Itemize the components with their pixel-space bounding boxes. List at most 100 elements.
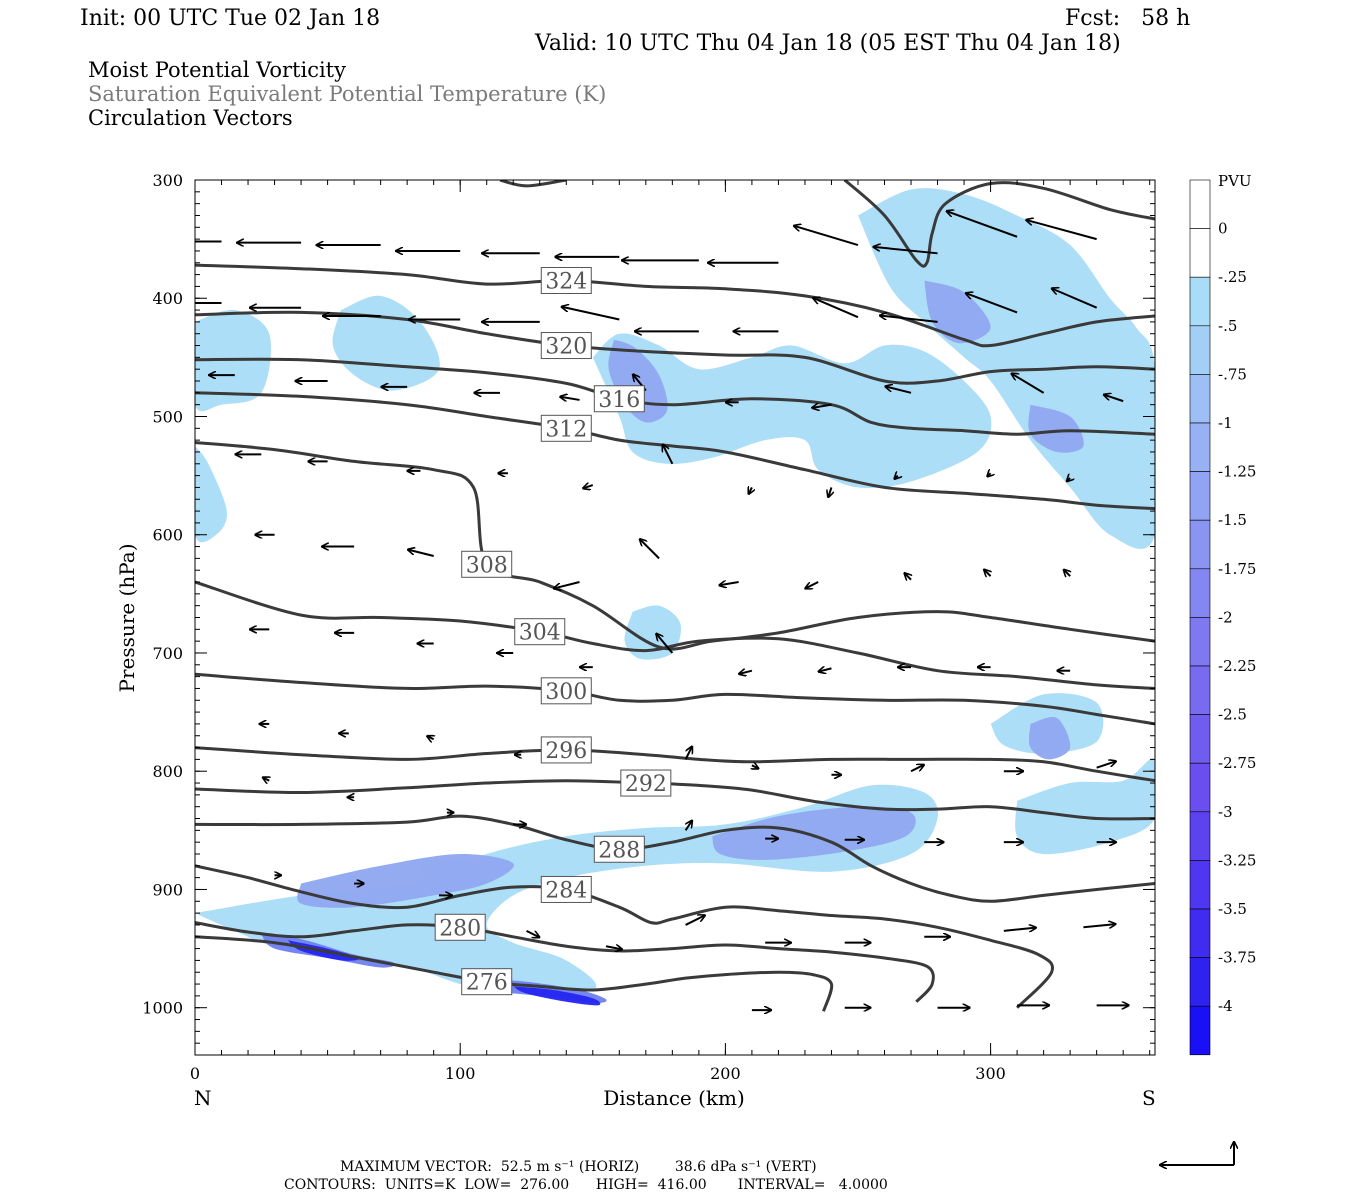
y-tick-label: 500 xyxy=(152,407,183,426)
colorbar-swatch xyxy=(1189,471,1211,521)
theta-e-contour xyxy=(195,310,1155,385)
y-tick-label: 1000 xyxy=(142,999,183,1018)
circulation-vector xyxy=(1096,761,1116,769)
colorbar-swatch xyxy=(1189,374,1211,424)
field-label-mpv: Moist Potential Vorticity xyxy=(88,58,346,82)
pv-shading-region xyxy=(712,806,916,860)
colorbar-label: -1.25 xyxy=(1218,463,1256,481)
theta-e-contour xyxy=(843,180,1155,268)
y-axis-label: Pressure (hPa) xyxy=(115,544,139,693)
colorbar-swatch xyxy=(1189,860,1211,910)
y-tick-label: 400 xyxy=(152,289,183,308)
contour-label: 304 xyxy=(519,621,561,646)
theta-e-contour xyxy=(195,672,1155,726)
contour-label: 324 xyxy=(545,270,587,295)
circulation-vector xyxy=(554,581,580,588)
colorbar-label: -3.75 xyxy=(1218,949,1256,967)
pv-shading-region xyxy=(195,446,227,543)
contour-label: 280 xyxy=(439,916,481,941)
colorbar-swatch xyxy=(1189,908,1211,958)
colorbar-label: -1.5 xyxy=(1218,511,1247,529)
contour-info: CONTOURS: UNITS=K LOW= 276.00 HIGH= 416.… xyxy=(284,1177,888,1193)
circulation-vector xyxy=(966,293,1018,314)
theta-e-contour xyxy=(195,391,1155,511)
y-tick-label: 600 xyxy=(152,526,183,545)
circulation-vector xyxy=(640,539,660,560)
circulation-vector xyxy=(987,473,990,476)
contour-label-box xyxy=(593,385,645,413)
forecast-hour: Fcst: 58 h xyxy=(1065,6,1191,31)
pv-shading-region xyxy=(592,333,992,489)
contour-label-box xyxy=(540,332,592,360)
circulation-vector xyxy=(813,298,859,319)
colorbar-label: -2.75 xyxy=(1218,754,1256,772)
circulation-vector xyxy=(739,671,753,674)
circulation-vector xyxy=(805,581,819,588)
circulation-vector xyxy=(1052,289,1098,309)
contour-label-box xyxy=(593,835,645,863)
colorbar-swatch xyxy=(1189,325,1211,375)
circulation-vector xyxy=(1012,374,1045,394)
contour-label-box xyxy=(540,414,592,442)
colorbar-swatch xyxy=(1189,665,1211,715)
circulation-vector xyxy=(685,915,705,926)
field-label-vectors: Circulation Vectors xyxy=(88,106,293,130)
colorbar-swatch xyxy=(1189,519,1211,570)
contour-label: 312 xyxy=(545,417,587,442)
theta-e-contour xyxy=(499,180,567,188)
contour-label-box xyxy=(540,267,592,295)
pv-shading-region xyxy=(297,853,514,908)
pv-shading-region xyxy=(1028,404,1084,453)
pv-shading-region xyxy=(332,295,440,391)
colorbar-label: -.5 xyxy=(1218,317,1237,335)
colorbar-label: -2 xyxy=(1218,608,1233,626)
circulation-vector xyxy=(1064,570,1070,576)
circulation-vector xyxy=(880,315,938,323)
circulation-vector xyxy=(408,550,434,557)
theta-e-contour xyxy=(195,263,1155,348)
circulation-vector xyxy=(910,765,924,773)
y-tick-label: 800 xyxy=(152,762,183,781)
colorbar-swatch xyxy=(1189,957,1211,1007)
circulation-vector xyxy=(984,570,990,576)
x-end-label-north: N xyxy=(194,1086,212,1110)
contour-label: 292 xyxy=(625,772,667,797)
colorbar-swatch xyxy=(1189,714,1211,764)
colorbar-label: -4 xyxy=(1218,997,1233,1015)
colorbar-label: 0 xyxy=(1218,220,1228,238)
colorbar-label: -1.75 xyxy=(1218,560,1256,578)
colorbar-label: -3.25 xyxy=(1218,851,1256,869)
circulation-vector xyxy=(560,397,580,400)
circulation-vector xyxy=(752,765,758,768)
x-tick-label: 0 xyxy=(190,1064,200,1083)
circulation-vector xyxy=(663,445,674,465)
theta-e-contour xyxy=(195,935,834,1012)
circulation-vector xyxy=(526,929,539,937)
x-axis-label: Distance (km) xyxy=(603,1086,745,1110)
colorbar-swatch xyxy=(1189,811,1211,861)
contour-label-box xyxy=(461,968,513,996)
contour-label: 320 xyxy=(545,335,587,360)
theta-e-contour xyxy=(195,814,1155,903)
colorbar-label: -2.25 xyxy=(1218,657,1256,675)
colorbar-label: -1 xyxy=(1218,414,1233,432)
circulation-vector xyxy=(1026,220,1097,241)
colorbar-label: -.75 xyxy=(1218,365,1247,383)
circulation-vector xyxy=(885,386,912,394)
circulation-vector xyxy=(562,307,620,321)
contour-label: 276 xyxy=(466,971,508,996)
colorbar-swatch xyxy=(1189,228,1211,278)
circulation-vector xyxy=(874,247,938,255)
colorbar-swatch xyxy=(1189,422,1211,472)
max-vector-note: MAXIMUM VECTOR: 52.5 m s⁻¹ (HORIZ) 38.6 … xyxy=(340,1159,817,1175)
x-end-label-south: S xyxy=(1142,1086,1156,1110)
pv-shading-region xyxy=(1029,717,1071,760)
circulation-vector xyxy=(1003,928,1036,931)
circulation-vector xyxy=(263,777,269,780)
circulation-vector xyxy=(828,487,831,497)
colorbar-swatch xyxy=(1189,568,1211,618)
pv-shading-region xyxy=(1015,758,1155,855)
theta-e-contour xyxy=(195,441,1155,651)
contour-label-box xyxy=(540,677,592,705)
